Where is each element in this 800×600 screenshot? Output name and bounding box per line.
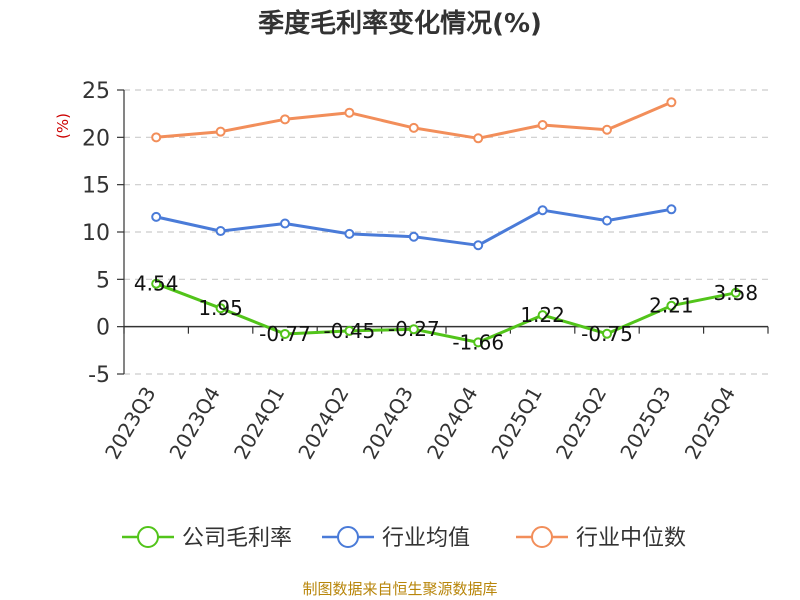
label-layer: 4.54 1.95 -0.77 -0.45 -0.27 -1.66 1.22 -0.75 2.2… bbox=[134, 272, 758, 355]
series-point bbox=[602, 215, 612, 226]
grid-layer bbox=[124, 89, 768, 375]
series-point bbox=[344, 228, 355, 239]
legend-marker-circle bbox=[531, 526, 553, 548]
series-point bbox=[730, 287, 741, 298]
series-line bbox=[156, 100, 672, 140]
data-label: 3.58 bbox=[714, 281, 759, 305]
y-tick-label: -5 bbox=[88, 363, 110, 388]
data-label: -0.75 bbox=[581, 322, 633, 346]
y-axis-label: (%) bbox=[54, 113, 72, 139]
chart-title: 季度毛利率变化情况(%) bbox=[258, 8, 542, 39]
series-point bbox=[215, 303, 226, 314]
data-label: -1.66 bbox=[452, 330, 504, 354]
data-label: 1.95 bbox=[198, 296, 243, 320]
series-point bbox=[215, 126, 226, 137]
series-point bbox=[408, 324, 419, 335]
series-point bbox=[537, 205, 548, 216]
series-point bbox=[344, 325, 355, 336]
legend-label: 公司毛利率 bbox=[182, 526, 292, 551]
legend-label: 行业中位数 bbox=[576, 526, 686, 551]
x-tick-label: 2025Q4 bbox=[680, 383, 740, 464]
series-point bbox=[408, 122, 419, 133]
series-point bbox=[215, 226, 226, 237]
x-tick-label: 2025Q1 bbox=[486, 383, 546, 464]
x-tick-label: 2025Q3 bbox=[615, 383, 675, 464]
x-tick-label: 2023Q3 bbox=[100, 383, 160, 464]
series-point bbox=[280, 328, 290, 339]
series-point bbox=[473, 337, 484, 348]
series-line bbox=[155, 282, 737, 344]
data-label: 1.22 bbox=[520, 303, 565, 327]
series-point bbox=[666, 97, 677, 108]
x-tick-label: 2024Q4 bbox=[422, 383, 482, 464]
y-tick-label: 25 bbox=[82, 79, 110, 104]
data-label: -0.77 bbox=[259, 322, 311, 346]
legend-marker-circle bbox=[337, 526, 359, 548]
y-tick-label: 15 bbox=[82, 174, 110, 199]
series-point bbox=[537, 120, 548, 131]
y-tick-label: 10 bbox=[82, 221, 110, 246]
series-point bbox=[602, 124, 612, 135]
x-tick-label: 2024Q1 bbox=[229, 383, 289, 464]
data-label: 2.21 bbox=[649, 294, 694, 318]
x-tick-label: 2024Q3 bbox=[358, 383, 418, 464]
data-label: -0.27 bbox=[388, 317, 440, 341]
x-tick-label: 2024Q2 bbox=[293, 383, 353, 464]
x-tick-label: 2025Q2 bbox=[551, 383, 611, 464]
series-point bbox=[344, 107, 355, 118]
series-point bbox=[280, 218, 290, 229]
series-point bbox=[473, 133, 484, 144]
x-tick-label: 2023Q4 bbox=[164, 383, 224, 464]
data-label: -0.45 bbox=[324, 319, 376, 343]
series-point bbox=[473, 240, 484, 251]
y-tick-label: 20 bbox=[82, 126, 110, 151]
source-note: 制图数据来自恒生聚源数据库 bbox=[302, 580, 497, 598]
y-tick-label: 0 bbox=[96, 316, 110, 341]
series-point bbox=[151, 132, 162, 143]
series-layer bbox=[151, 97, 741, 348]
legend: 公司毛利率 行业均值 行业中位数 bbox=[122, 526, 686, 551]
series-point bbox=[537, 310, 548, 321]
series-point bbox=[408, 231, 419, 242]
series-point bbox=[666, 300, 677, 311]
series-point bbox=[151, 278, 162, 289]
y-tick-label: 5 bbox=[96, 268, 110, 293]
legend-label: 行业均值 bbox=[382, 526, 470, 551]
series-point bbox=[151, 211, 162, 222]
legend-marker-circle bbox=[137, 526, 159, 548]
series-point bbox=[280, 114, 290, 125]
series-point bbox=[666, 204, 677, 215]
series-point bbox=[602, 328, 612, 339]
data-label: 4.54 bbox=[134, 272, 179, 296]
